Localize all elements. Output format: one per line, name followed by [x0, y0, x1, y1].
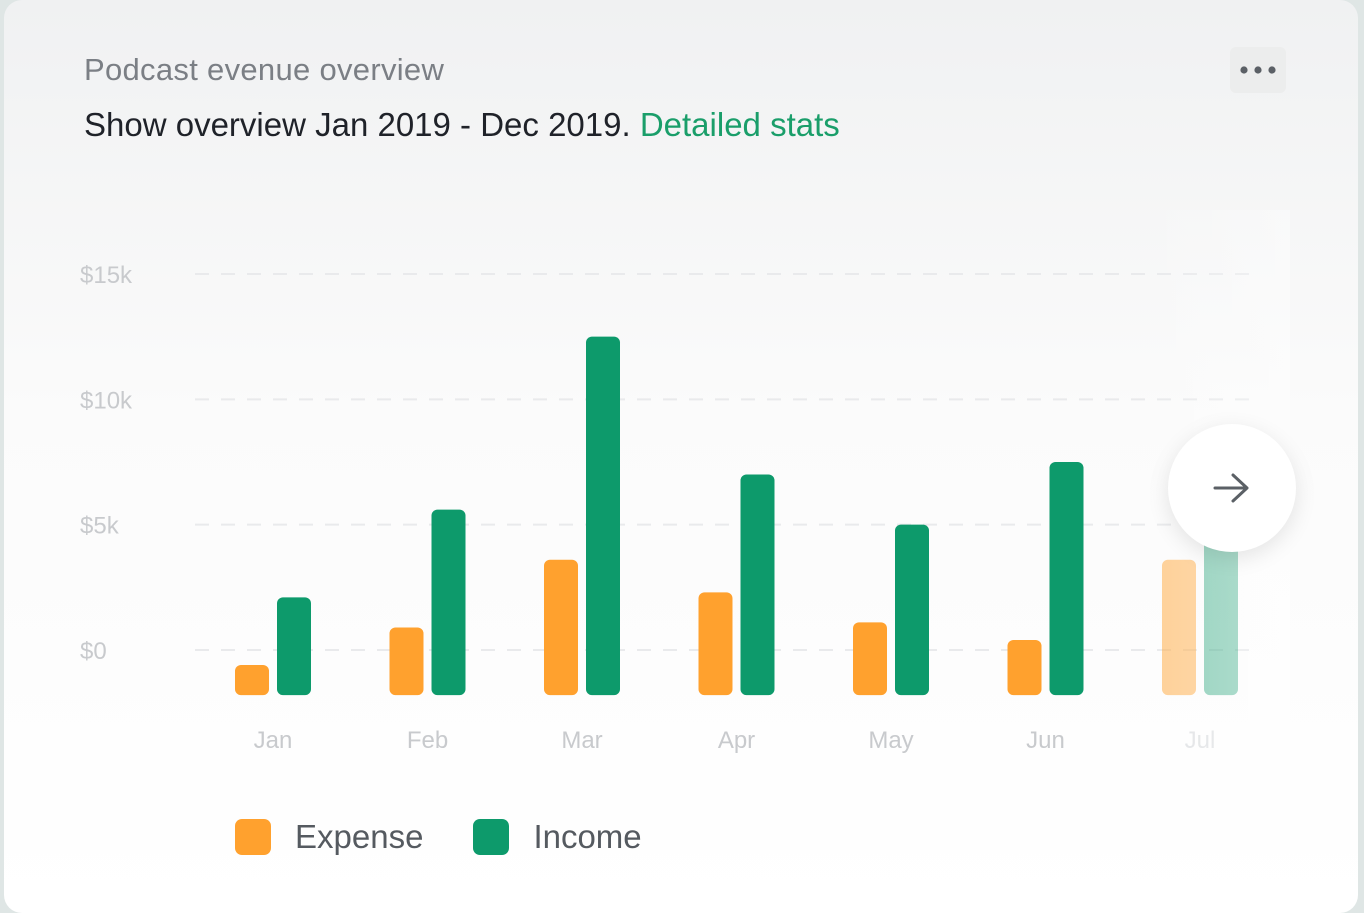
income-swatch: [473, 819, 510, 855]
y-tick-label: $0: [80, 638, 107, 665]
legend-label-income: Income: [533, 818, 642, 855]
more-options-button[interactable]: [1230, 47, 1286, 93]
y-tick-label: $10k: [80, 387, 133, 414]
expense-swatch: [235, 819, 271, 855]
overview-period-text: Show overview Jan 2019 - Dec 2019.: [84, 106, 631, 143]
detailed-stats-link[interactable]: Detailed stats: [639, 106, 840, 143]
y-tick-label: $15k: [80, 262, 133, 289]
x-tick-label: Jul: [1185, 727, 1216, 754]
revenue-card: Podcast evenue overview Show overview Ja…: [4, 0, 1358, 913]
income-bar: [277, 597, 311, 696]
legend-item-expense: Expense: [235, 818, 423, 856]
x-tick-label: May: [868, 727, 913, 754]
income-bar: [586, 336, 620, 696]
income-bar: [1049, 462, 1084, 696]
expense-bar: [698, 592, 733, 696]
legend-label-expense: Expense: [295, 818, 424, 855]
expense-bar: [389, 627, 424, 696]
legend-item-income: Income: [473, 818, 642, 856]
more-horizontal-icon: [1240, 66, 1276, 74]
y-tick-label: $5k: [80, 513, 120, 540]
next-page-button[interactable]: [1168, 424, 1296, 552]
expense-bar: [853, 622, 887, 696]
chart-legend: Expense Income: [235, 818, 692, 856]
expense-bar: [1007, 639, 1042, 696]
expense-bar: [1162, 559, 1196, 696]
income-bar: [1204, 512, 1238, 696]
card-headline: Show overview Jan 2019 - Dec 2019. Detai…: [84, 106, 840, 144]
income-bar: [740, 474, 775, 696]
x-tick-label: Mar: [561, 727, 602, 754]
x-tick-label: Jun: [1026, 727, 1065, 754]
x-tick-label: Feb: [407, 727, 448, 754]
expense-bar: [544, 559, 578, 696]
income-bar: [431, 509, 466, 696]
x-tick-label: Apr: [718, 727, 755, 754]
card-subtitle: Podcast evenue overview: [84, 52, 445, 87]
expense-bar: [235, 665, 269, 696]
arrow-right-icon: [1213, 473, 1249, 503]
x-tick-label: Jan: [254, 727, 293, 754]
income-bar: [895, 524, 929, 696]
